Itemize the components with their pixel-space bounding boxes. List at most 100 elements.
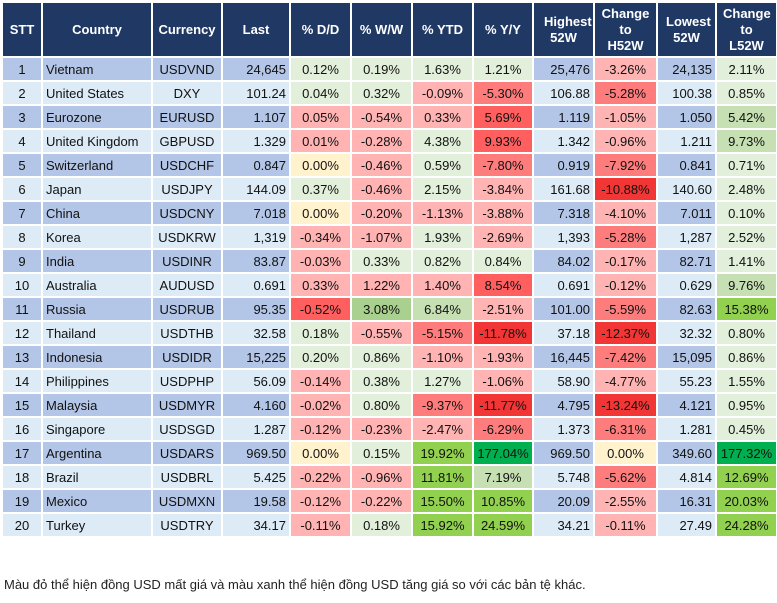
dd-cell: 0.37% (289, 176, 352, 202)
table-row[interactable]: 14 Philippines USDPHP 56.09 -0.14% 0.38% 1.27%… (1, 368, 777, 394)
table-row[interactable]: 2 United States DXY 101.24 0.04% 0.32% -0.09% -… (1, 80, 777, 106)
yy-cell: 8.54% (472, 272, 534, 298)
yy-cell: -1.06% (472, 368, 534, 394)
table-row[interactable]: 5 Switzerland USDCHF 0.847 0.00% -0.46% 0.59% -… (1, 152, 777, 178)
change-l52w-cell: 0.85% (715, 80, 777, 106)
change-l52w-cell: 2.11% (715, 56, 777, 82)
table-row[interactable]: 1 Vietnam USDVND 24,645 0.12% 0.19% 1.63% 1.21%… (1, 56, 777, 82)
table-row[interactable]: 15 Malaysia USDMYR 4.160 -0.02% 0.80% -9.37% -1… (1, 392, 777, 418)
change-l52w-cell: 0.10% (715, 200, 777, 226)
change-h52w-cell: -0.11% (593, 512, 658, 538)
last-cell: 83.87 (221, 248, 291, 274)
yy-cell: -3.88% (472, 200, 534, 226)
table-row[interactable]: 12 Thailand USDTHB 32.58 0.18% -0.55% -5.15% -1… (1, 320, 777, 346)
change-l52w-cell: 0.86% (715, 344, 777, 370)
last-cell: 24,645 (221, 56, 291, 82)
ytd-cell: 6.84% (411, 296, 474, 322)
yy-cell: -5.30% (472, 80, 534, 106)
dd-cell: 0.00% (289, 200, 352, 226)
yy-cell: 0.84% (472, 248, 534, 274)
header-country[interactable]: Country (41, 1, 153, 58)
table-row[interactable]: 18 Brazil USDBRL 5.425 -0.22% -0.96% 11.81% 7.1… (1, 464, 777, 490)
change-h52w-cell: -4.77% (593, 368, 658, 394)
change-l52w-cell: 12.69% (715, 464, 777, 490)
yy-cell: -2.51% (472, 296, 534, 322)
low52w-cell: 82.63 (656, 296, 717, 322)
table-row[interactable]: 8 Korea USDKRW 1,319 -0.34% -1.07% 1.93% -2.69%… (1, 224, 777, 250)
country-cell: India (41, 248, 153, 274)
header-ww[interactable]: % W/W (350, 1, 413, 58)
table-row[interactable]: 11 Russia USDRUB 95.35 -0.52% 3.08% 6.84% -2.51… (1, 296, 777, 322)
table-row[interactable]: 4 United Kingdom GBPUSD 1.329 0.01% -0.28% 4.3… (1, 128, 777, 154)
dd-cell: 0.18% (289, 320, 352, 346)
header-low52w[interactable]: Lowest 52W (656, 1, 717, 58)
last-cell: 1.107 (221, 104, 291, 130)
stt-cell: 8 (1, 224, 43, 250)
currency-cell: USDBRL (151, 464, 223, 490)
header-change-l52w[interactable]: Change to L52W (715, 1, 777, 58)
ww-cell: 1.22% (350, 272, 413, 298)
table-row[interactable]: 17 Argentina USDARS 969.50 0.00% 0.15% 19.92% 1… (1, 440, 777, 466)
table-row[interactable]: 7 China USDCNY 7.018 0.00% -0.20% -1.13% -3.88%… (1, 200, 777, 226)
ytd-cell: 19.92% (411, 440, 474, 466)
low52w-cell: 4.121 (656, 392, 717, 418)
header-ytd[interactable]: % YTD (411, 1, 474, 58)
header-currency[interactable]: Currency (151, 1, 223, 58)
low52w-cell: 27.49 (656, 512, 717, 538)
ytd-cell: 0.82% (411, 248, 474, 274)
header-change-h52w[interactable]: Change to H52W (593, 1, 658, 58)
stt-cell: 14 (1, 368, 43, 394)
low52w-cell: 349.60 (656, 440, 717, 466)
low52w-cell: 1.211 (656, 128, 717, 154)
table-row[interactable]: 13 Indonesia USDIDR 15,225 0.20% 0.86% -1.10% -… (1, 344, 777, 370)
table-row[interactable]: 3 Eurozone EURUSD 1.107 0.05% -0.54% 0.33% 5.69… (1, 104, 777, 130)
last-cell: 1,319 (221, 224, 291, 250)
currency-cell: USDPHP (151, 368, 223, 394)
country-cell: Japan (41, 176, 153, 202)
ww-cell: 0.15% (350, 440, 413, 466)
currency-cell: USDVND (151, 56, 223, 82)
ytd-cell: 1.27% (411, 368, 474, 394)
change-l52w-cell: 24.28% (715, 512, 777, 538)
currency-cell: EURUSD (151, 104, 223, 130)
country-cell: Argentina (41, 440, 153, 466)
ww-cell: 3.08% (350, 296, 413, 322)
last-cell: 95.35 (221, 296, 291, 322)
change-h52w-cell: -0.17% (593, 248, 658, 274)
ww-cell: -0.22% (350, 488, 413, 514)
table-row[interactable]: 6 Japan USDJPY 144.09 0.37% -0.46% 2.15% -3.84%… (1, 176, 777, 202)
currency-cell: USDARS (151, 440, 223, 466)
ytd-cell: 0.33% (411, 104, 474, 130)
country-cell: Malaysia (41, 392, 153, 418)
table-row[interactable]: 19 Mexico USDMXN 19.58 -0.12% -0.22% 15.50% 10.… (1, 488, 777, 514)
change-h52w-cell: -6.31% (593, 416, 658, 442)
country-cell: Eurozone (41, 104, 153, 130)
ww-cell: -0.54% (350, 104, 413, 130)
country-cell: Thailand (41, 320, 153, 346)
ww-cell: -1.07% (350, 224, 413, 250)
ytd-cell: 0.59% (411, 152, 474, 178)
header-yy[interactable]: % Y/Y (472, 1, 534, 58)
header-last[interactable]: Last (221, 1, 291, 58)
dd-cell: -0.12% (289, 488, 352, 514)
change-h52w-cell: -5.28% (593, 80, 658, 106)
table-row[interactable]: 10 Australia AUDUSD 0.691 0.33% 1.22% 1.40% 8.5… (1, 272, 777, 298)
last-cell: 4.160 (221, 392, 291, 418)
header-dd[interactable]: % D/D (289, 1, 352, 58)
change-l52w-cell: 5.42% (715, 104, 777, 130)
last-cell: 1.287 (221, 416, 291, 442)
country-cell: Korea (41, 224, 153, 250)
header-high52w[interactable]: Highest 52W (532, 1, 595, 58)
table-row[interactable]: 20 Turkey USDTRY 34.17 -0.11% 0.18% 15.92% 24.5… (1, 512, 777, 538)
change-h52w-cell: -3.26% (593, 56, 658, 82)
table-row[interactable]: 16 Singapore USDSGD 1.287 -0.12% -0.23% -2.47%… (1, 416, 777, 442)
stt-cell: 7 (1, 200, 43, 226)
last-cell: 969.50 (221, 440, 291, 466)
last-cell: 19.58 (221, 488, 291, 514)
table-row[interactable]: 9 India USDINR 83.87 -0.03% 0.33% 0.82% 0.84% 84… (1, 248, 777, 274)
stt-cell: 12 (1, 320, 43, 346)
ww-cell: -0.55% (350, 320, 413, 346)
dd-cell: 0.05% (289, 104, 352, 130)
country-cell: China (41, 200, 153, 226)
header-stt[interactable]: STT (1, 1, 43, 58)
